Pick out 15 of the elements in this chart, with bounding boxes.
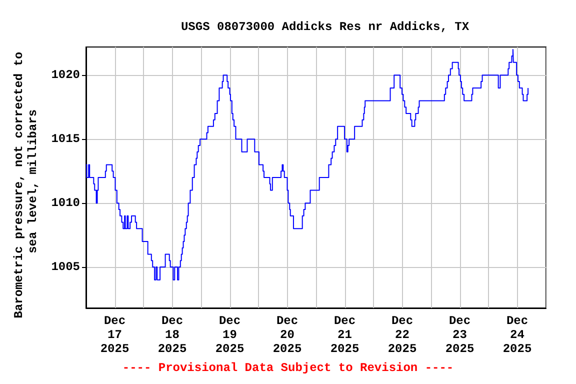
text: ---- Provisional Data Subject to Revision ---- [122,361,454,375]
x-tick-label: Dec 20 2025 [272,314,302,356]
x-tick-label: Dec 24 2025 [502,314,532,356]
y-tick-label: 1005 [51,260,80,274]
y-axis-title: Barometric pressure, not corrected to sea level, millibars [12,52,40,318]
x-tick-label: Dec 23 2025 [445,314,474,356]
x-tick-label: Dec 19 2025 [215,314,244,356]
chart-title: USGS 08073000 Addicks Res nr Addicks, TX [180,20,470,34]
x-tick-label: Dec 22 2025 [388,314,417,356]
y-tick-label: 1010 [51,196,80,210]
y-tick-label: 1020 [51,68,80,82]
x-tick-label: Dec 18 2025 [158,314,187,356]
y-tick-label: 1015 [51,132,80,146]
x-tick-label: Dec 17 2025 [100,314,130,356]
x-tick-label: Dec 21 2025 [330,314,360,356]
